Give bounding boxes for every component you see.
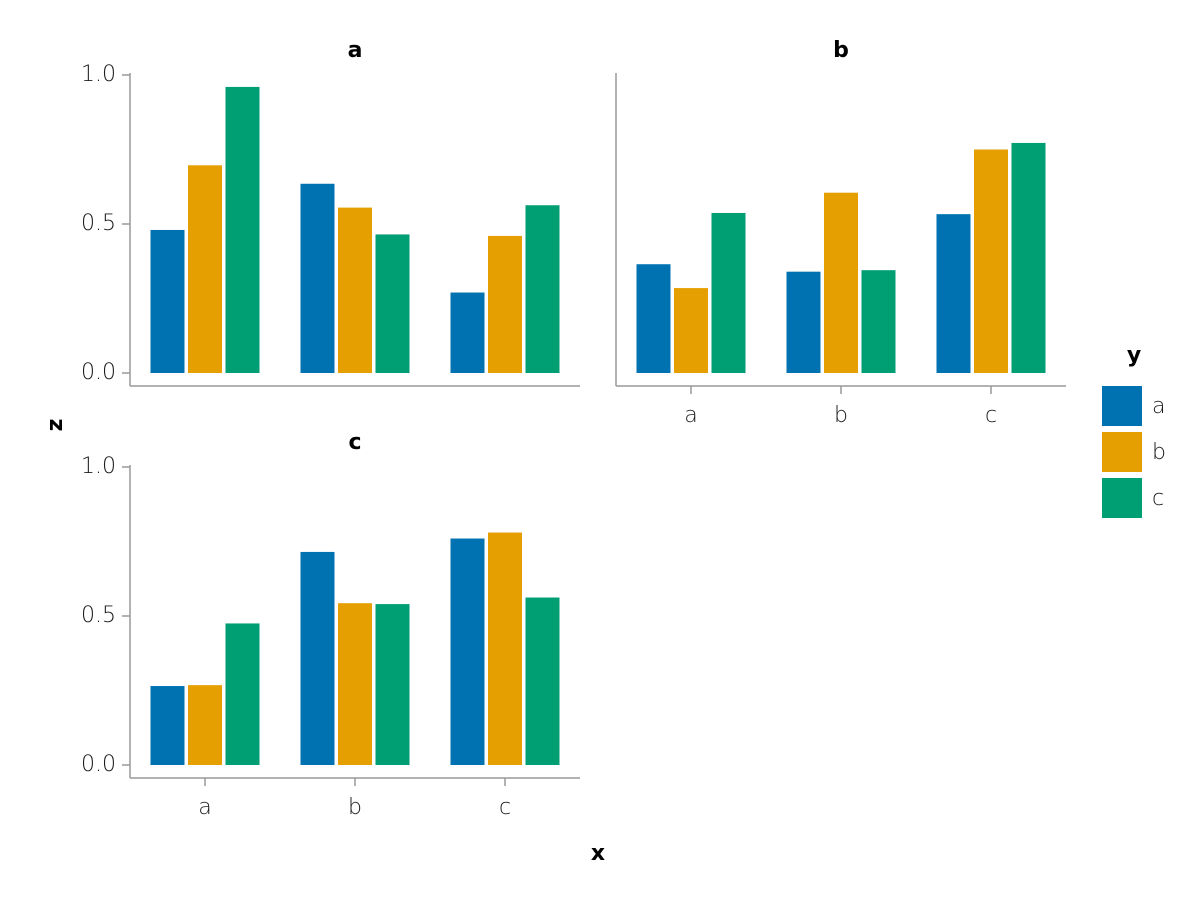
bar-a-c-c <box>525 205 560 373</box>
bar-b-a-a <box>636 264 671 373</box>
bar-c-b-b <box>338 603 372 765</box>
bar-b-b-a <box>786 271 821 373</box>
bar-b-c-a <box>936 214 971 373</box>
legend-label-a: a <box>1152 394 1165 419</box>
y-tick-label: 0.5 <box>81 603 116 628</box>
bar-c-a-a <box>150 686 185 765</box>
x-tick-label: b <box>348 795 362 820</box>
bar-a-b-a <box>300 183 335 373</box>
facet-panel-a: a 0.0 0.5 1.0 <box>81 38 580 387</box>
bar-c-a-b <box>188 685 222 765</box>
bar-a-b-c <box>375 234 410 373</box>
bar-b-b-b <box>824 192 858 373</box>
legend-label-c: c <box>1152 486 1164 511</box>
bar-c-b-a <box>300 551 335 765</box>
bar-a-c-a <box>450 292 485 373</box>
x-tick-label: a <box>198 795 211 820</box>
legend: y abc <box>1102 343 1166 518</box>
bar-b-c-b <box>974 149 1008 373</box>
legend-swatch-c <box>1102 478 1142 518</box>
bar-a-a-b <box>188 165 222 373</box>
legend-title: y <box>1127 343 1141 368</box>
bar-b-c-c <box>1011 142 1046 373</box>
x-axis-title: x <box>591 841 605 866</box>
bar-c-b-c <box>375 604 410 765</box>
x-tick-label: a <box>684 403 697 428</box>
facet-title: b <box>833 38 849 63</box>
facet-panel-b: b a b c <box>615 38 1066 428</box>
x-tick-label: b <box>834 403 848 428</box>
bar-a-c-b <box>488 235 522 373</box>
facet-panel-c: c 0.0 0.5 1.0 a b c <box>81 430 580 820</box>
bar-a-a-c <box>225 86 260 374</box>
legend-label-b: b <box>1152 440 1166 465</box>
y-tick-label: 0.5 <box>81 211 116 236</box>
bar-c-a-c <box>225 623 260 765</box>
bar-a-b-b <box>338 207 372 373</box>
legend-swatch-b <box>1102 432 1142 472</box>
bar-b-a-c <box>711 212 746 373</box>
y-tick-label: 1.0 <box>81 62 116 87</box>
bar-a-a-a <box>150 229 185 373</box>
facet-title: a <box>348 38 363 63</box>
facet-title: c <box>348 430 361 455</box>
legend-swatch-a <box>1102 386 1142 426</box>
y-tick-label: 1.0 <box>81 454 116 479</box>
bar-c-c-a <box>450 538 485 765</box>
x-tick-label: c <box>985 403 997 428</box>
y-tick-label: 0.0 <box>81 360 116 385</box>
bar-b-b-c <box>861 270 896 373</box>
y-tick-label: 0.0 <box>81 752 116 777</box>
x-tick-label: c <box>499 795 511 820</box>
bar-c-c-c <box>525 597 560 765</box>
y-axis-title: z <box>43 419 68 432</box>
bar-c-c-b <box>488 532 522 765</box>
bar-b-a-b <box>674 288 708 373</box>
